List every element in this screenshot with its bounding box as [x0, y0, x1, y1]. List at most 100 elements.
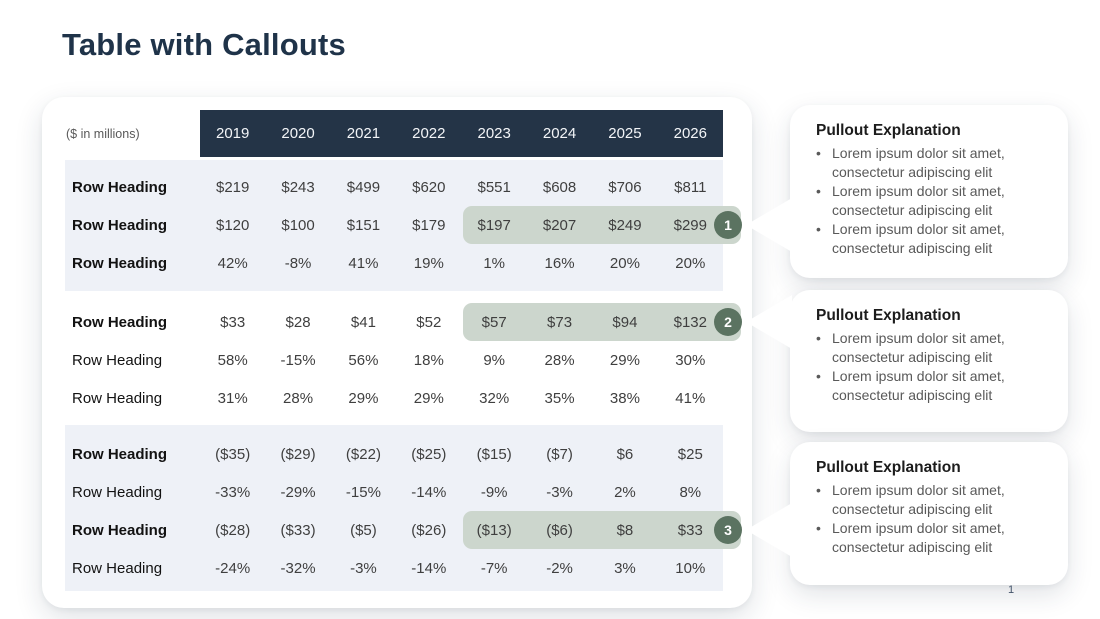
table-cell: $73: [547, 313, 573, 331]
table-cell: -9%: [480, 483, 508, 501]
table-cell: 9%: [483, 351, 506, 369]
bullet-text: Lorem ipsum dolor sit amet, consectetur …: [832, 482, 1005, 518]
table-cell: $52: [416, 313, 442, 331]
table-cell: 29%: [609, 351, 640, 369]
callout-pointer: [746, 295, 792, 349]
callout-bullet: • Lorem ipsum dolor sit amet, consectetur…: [816, 329, 1048, 367]
callout-title: Pullout Explanation: [816, 307, 961, 324]
table-row: Row Heading 31% 28% 29% 29% 32% 35% 38% 41%: [65, 379, 723, 417]
table-cell: $811: [674, 178, 707, 196]
callout-pointer: [746, 503, 792, 557]
table-cell: 35%: [544, 389, 575, 407]
table-cell: -7%: [480, 559, 508, 577]
bullet-icon: •: [816, 368, 821, 385]
table-cell: -32%: [280, 559, 316, 577]
callout-box: Pullout Explanation • Lorem ipsum dolor si…: [746, 290, 1068, 432]
bullet-text: Lorem ipsum dolor sit amet, consectetur …: [832, 330, 1005, 366]
table-cell: $41: [350, 313, 376, 331]
table-cell: $243: [281, 178, 315, 196]
table-cell: ($33): [280, 521, 316, 539]
table-cell: -8%: [284, 254, 312, 272]
table-cell: $57: [481, 313, 507, 331]
table-cell: ($22): [345, 445, 381, 463]
table-cell: -15%: [280, 351, 316, 369]
bullet-icon: •: [816, 145, 821, 161]
callout-bullet: • Lorem ipsum dolor sit amet, consectetur…: [816, 144, 1048, 182]
table-cell: 28%: [544, 351, 575, 369]
table-cell: ($7): [546, 445, 573, 463]
bullet-text: Lorem ipsum dolor sit amet, consectetur …: [832, 145, 1005, 181]
table-cell: -3%: [350, 559, 377, 577]
callout-number-badge: 2: [714, 308, 742, 336]
bullet-icon: •: [816, 330, 821, 346]
bullet-icon: •: [816, 482, 821, 498]
table-cell: ($28): [215, 521, 251, 539]
table-cell: 38%: [609, 389, 640, 407]
table-cell: 28%: [283, 389, 314, 407]
table-cell: 2%: [614, 483, 636, 501]
highlight-band: 2: [463, 303, 742, 341]
row-heading: Row Heading: [72, 389, 163, 407]
year-column-header: 2022: [412, 125, 446, 142]
page-title: Table with Callouts: [62, 27, 346, 62]
table-cell: $551: [477, 178, 511, 196]
table-cell: $207: [542, 216, 577, 234]
callout-bullet: • Lorem ipsum dolor sit amet, consectetur…: [816, 519, 1048, 557]
bullet-icon: •: [816, 183, 821, 200]
table-cell: 20%: [675, 254, 706, 272]
table-cell: 1%: [483, 254, 506, 272]
row-heading: Row Heading: [72, 483, 163, 501]
table-cell: 41%: [675, 389, 706, 407]
table-cell: -3%: [546, 483, 573, 501]
year-column-header: 2023: [477, 125, 511, 142]
table-cell: $706: [608, 178, 642, 196]
table-cell: $33: [677, 521, 703, 539]
table-row-group: Row Heading ($35) ($29) ($22) ($25) ($15) ($7)…: [65, 425, 742, 591]
table-cell: $120: [216, 216, 250, 234]
table-cell: $249: [608, 216, 642, 234]
callout-pointer: [746, 198, 792, 252]
table-cell: 30%: [675, 351, 706, 369]
callout-bullet: • Lorem ipsum dolor sit amet, consectetur…: [816, 182, 1048, 220]
row-heading: Row Heading: [72, 313, 168, 331]
table-cell: -29%: [280, 483, 316, 501]
table-cell: $25: [677, 445, 703, 463]
table-header-row: 2019 2020 2021 2022 2023 2024 2025 2026: [200, 110, 723, 157]
callout-title: Pullout Explanation: [816, 459, 961, 476]
table-cell: $33: [220, 313, 246, 331]
table-row: 3 Row Heading ($28) ($33) ($5) ($26) ($13) ($6)…: [65, 511, 742, 549]
callout-box: Pullout Explanation • Lorem ipsum dolor si…: [746, 442, 1068, 585]
table-row: Row Heading $219 $243 $499 $620 $551 $608 $706 $…: [65, 168, 723, 206]
table-cell: 16%: [544, 254, 575, 272]
table-cell: 18%: [413, 351, 444, 369]
bullet-text: Lorem ipsum dolor sit amet, consectetur …: [832, 221, 1005, 257]
table-cell: ($6): [546, 521, 573, 539]
highlight-band: 3: [463, 511, 742, 549]
year-column-header: 2021: [346, 125, 381, 142]
table-cell: $499: [346, 178, 381, 196]
table-cell: 29%: [348, 389, 379, 407]
table-cell: $100: [281, 216, 315, 234]
table-card: ($ in millions) 2019 2020 2021 2022 2023 2024…: [42, 97, 752, 608]
callout-bullet: • Lorem ipsum dolor sit amet, consectetur…: [816, 220, 1048, 258]
row-heading: Row Heading: [72, 351, 163, 369]
table-row: Row Heading -33% -29% -15% -14% -9% -3% 2% 8%: [65, 473, 723, 511]
table-cell: 32%: [479, 389, 510, 407]
table-cell: 19%: [413, 254, 444, 272]
table-cell: $6: [616, 445, 634, 463]
table-cell: $94: [612, 313, 638, 331]
row-heading: Row Heading: [72, 216, 168, 234]
table-cell: ($26): [411, 521, 447, 539]
table-row: Row Heading -24% -32% -3% -14% -7% -2% 3% 10%: [65, 549, 723, 587]
table-cell: $132: [673, 313, 707, 331]
table-cell: $8: [616, 521, 634, 539]
table-row-group: 2 Row Heading $33 $28 $41 $52 $57 $73 $94 $132 Row…: [65, 291, 742, 425]
table-row: Row Heading ($35) ($29) ($22) ($25) ($15) ($7)…: [65, 435, 723, 473]
table-cell: $608: [542, 178, 577, 196]
year-column-header: 2026: [673, 125, 707, 142]
table-cell: ($35): [215, 445, 251, 463]
year-column-header: 2024: [542, 125, 577, 142]
table-cell: -14%: [411, 483, 447, 501]
unit-label: ($ in millions): [66, 126, 140, 141]
